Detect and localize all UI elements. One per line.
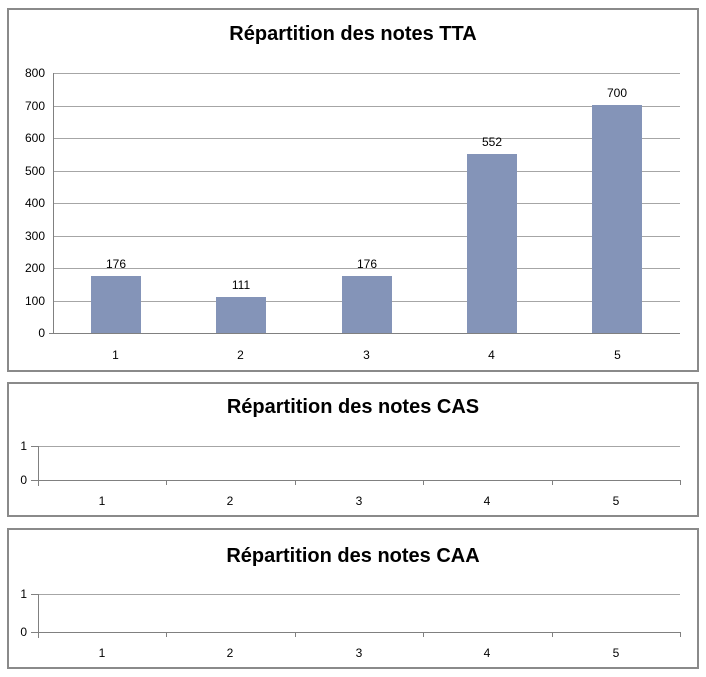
bar bbox=[216, 297, 266, 333]
y-axis-tick bbox=[31, 446, 38, 447]
x-axis-label: 4 bbox=[488, 348, 495, 362]
bar bbox=[342, 276, 392, 333]
chart-panel-cas: Répartition des notes CAS 0 1 1 2 3 4 5 bbox=[7, 382, 699, 517]
y-axis-label: 500 bbox=[24, 164, 45, 178]
x-axis-line bbox=[38, 480, 680, 481]
gridline bbox=[53, 73, 680, 74]
y-axis-line bbox=[38, 446, 39, 486]
x-axis-label: 2 bbox=[226, 646, 234, 660]
x-axis-label: 5 bbox=[612, 646, 620, 660]
y-axis-label: 300 bbox=[24, 229, 45, 243]
chart-title-caa: Répartition des notes CAA bbox=[226, 545, 480, 567]
x-axis-tick bbox=[680, 480, 681, 485]
y-axis-label: 1 bbox=[20, 587, 27, 601]
y-axis-tick bbox=[31, 632, 38, 633]
y-axis-label: 1 bbox=[20, 439, 27, 453]
x-axis-tick bbox=[295, 632, 296, 637]
y-axis-label: 600 bbox=[24, 131, 45, 145]
bar-value-label: 176 bbox=[356, 257, 378, 271]
x-axis-label: 5 bbox=[614, 348, 621, 362]
chart-panel-caa: Répartition des notes CAA 0 1 1 2 3 4 5 bbox=[7, 528, 699, 669]
x-axis-label: 1 bbox=[98, 646, 106, 660]
x-axis-tick bbox=[423, 480, 424, 485]
x-axis-line bbox=[38, 632, 680, 633]
gridline bbox=[53, 203, 680, 204]
x-axis-label: 3 bbox=[363, 348, 370, 362]
gridline bbox=[53, 268, 680, 269]
bar-value-label: 700 bbox=[606, 86, 628, 100]
x-axis-label: 4 bbox=[483, 646, 491, 660]
x-axis-line bbox=[53, 333, 680, 334]
y-axis-tick bbox=[49, 333, 53, 334]
bar-value-label: 552 bbox=[481, 135, 503, 149]
chart-panel-tta: Répartition des notes TTA 0 100 200 300 400 5… bbox=[7, 8, 699, 372]
gridline bbox=[53, 138, 680, 139]
x-axis-label: 4 bbox=[483, 494, 491, 508]
gridline bbox=[53, 171, 680, 172]
y-axis-line bbox=[38, 594, 39, 638]
y-axis-label: 100 bbox=[24, 294, 45, 308]
y-axis-label: 400 bbox=[24, 196, 45, 210]
x-axis-tick bbox=[166, 480, 167, 485]
chart-title-cas: Répartition des notes CAS bbox=[226, 396, 480, 418]
x-axis-label: 2 bbox=[226, 494, 234, 508]
x-axis-label: 3 bbox=[355, 494, 363, 508]
y-axis-tick bbox=[31, 594, 38, 595]
bar bbox=[592, 105, 642, 333]
x-axis-label: 1 bbox=[98, 494, 106, 508]
bar bbox=[467, 154, 517, 333]
y-axis-tick bbox=[31, 480, 38, 481]
x-axis-label: 3 bbox=[355, 646, 363, 660]
bar-value-label: 176 bbox=[105, 257, 127, 271]
gridline bbox=[38, 594, 680, 595]
x-axis-label: 2 bbox=[237, 348, 244, 362]
y-axis-label: 0 bbox=[38, 326, 45, 340]
x-axis-tick bbox=[552, 632, 553, 637]
plot-area-cas: 0 1 1 2 3 4 5 bbox=[20, 439, 681, 508]
plot-area-tta: 0 100 200 300 400 500 600 700 800 176 111 176 552 700… bbox=[25, 66, 680, 362]
x-axis-tick bbox=[38, 480, 39, 485]
bar bbox=[91, 276, 141, 333]
x-axis-tick bbox=[38, 632, 39, 637]
y-axis-label: 0 bbox=[20, 473, 27, 487]
x-axis-label: 5 bbox=[612, 494, 620, 508]
y-axis-label: 200 bbox=[24, 261, 45, 275]
y-axis-label: 700 bbox=[24, 99, 45, 113]
x-axis-tick bbox=[680, 632, 681, 637]
x-axis-tick bbox=[166, 632, 167, 637]
gridline bbox=[53, 106, 680, 107]
bar-value-label: 111 bbox=[231, 278, 251, 292]
y-axis-line bbox=[53, 73, 54, 333]
y-axis-label: 0 bbox=[20, 625, 27, 639]
gridline bbox=[38, 446, 680, 447]
gridline bbox=[53, 236, 680, 237]
x-axis-tick bbox=[295, 480, 296, 485]
x-axis-tick bbox=[423, 632, 424, 637]
chart-title-tta: Répartition des notes TTA bbox=[229, 23, 477, 45]
y-axis-label: 800 bbox=[24, 66, 45, 80]
plot-area-caa: 0 1 1 2 3 4 5 bbox=[20, 587, 681, 660]
x-axis-tick bbox=[552, 480, 553, 485]
x-axis-label: 1 bbox=[112, 348, 119, 362]
